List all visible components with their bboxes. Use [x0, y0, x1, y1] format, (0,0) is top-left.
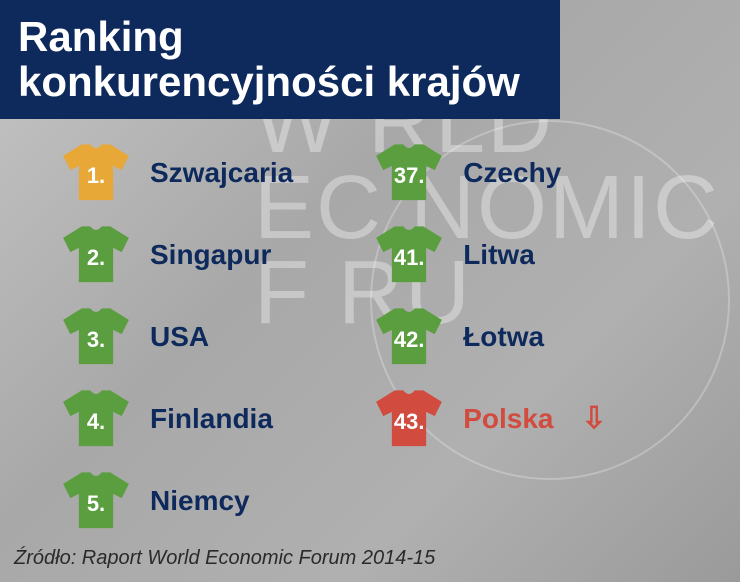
arrow-down-icon: ⇩	[581, 401, 606, 436]
ranking-row: 37. Czechy	[373, 143, 606, 203]
tshirt-icon: 43.	[373, 389, 445, 449]
ranking-row: 41. Litwa	[373, 225, 606, 285]
ranking-row: 1. Szwajcaria	[60, 143, 293, 203]
tshirt-icon: 1.	[60, 143, 132, 203]
ranking-content: 1. Szwajcaria 2. Singapur 3. USA 4. Finlandi…	[0, 119, 740, 531]
country-name: Niemcy	[150, 485, 250, 517]
ranking-row: 3. USA	[60, 307, 293, 367]
ranking-row: 4. Finlandia	[60, 389, 293, 449]
country-name: USA	[150, 321, 209, 353]
tshirt-icon: 37.	[373, 143, 445, 203]
ranking-row: 43. Polska ⇩	[373, 389, 606, 449]
rank-number: 37.	[373, 143, 445, 203]
rank-number: 5.	[60, 471, 132, 531]
rank-number: 1.	[60, 143, 132, 203]
rank-number: 2.	[60, 225, 132, 285]
tshirt-icon: 4.	[60, 389, 132, 449]
rank-number: 3.	[60, 307, 132, 367]
country-name: Singapur	[150, 239, 271, 271]
rank-number: 42.	[373, 307, 445, 367]
title-bar: Ranking konkurencyjności krajów	[0, 0, 560, 119]
tshirt-icon: 41.	[373, 225, 445, 285]
source-text: Źródło: Raport World Economic Forum 2014…	[14, 547, 435, 570]
right-column: 37. Czechy 41. Litwa 42. Łotwa 43. Polska ⇩	[373, 143, 606, 531]
page-title: Ranking konkurencyjności krajów	[18, 14, 542, 105]
country-name: Szwajcaria	[150, 157, 293, 189]
ranking-row: 2. Singapur	[60, 225, 293, 285]
country-name: Finlandia	[150, 403, 273, 435]
country-name: Łotwa	[463, 321, 544, 353]
country-name: Czechy	[463, 157, 561, 189]
left-column: 1. Szwajcaria 2. Singapur 3. USA 4. Finlandi…	[60, 143, 293, 531]
tshirt-icon: 2.	[60, 225, 132, 285]
rank-number: 43.	[373, 389, 445, 449]
country-name: Polska	[463, 403, 553, 435]
ranking-row: 42. Łotwa	[373, 307, 606, 367]
rank-number: 41.	[373, 225, 445, 285]
country-name: Litwa	[463, 239, 535, 271]
tshirt-icon: 3.	[60, 307, 132, 367]
tshirt-icon: 5.	[60, 471, 132, 531]
ranking-row: 5. Niemcy	[60, 471, 293, 531]
tshirt-icon: 42.	[373, 307, 445, 367]
rank-number: 4.	[60, 389, 132, 449]
